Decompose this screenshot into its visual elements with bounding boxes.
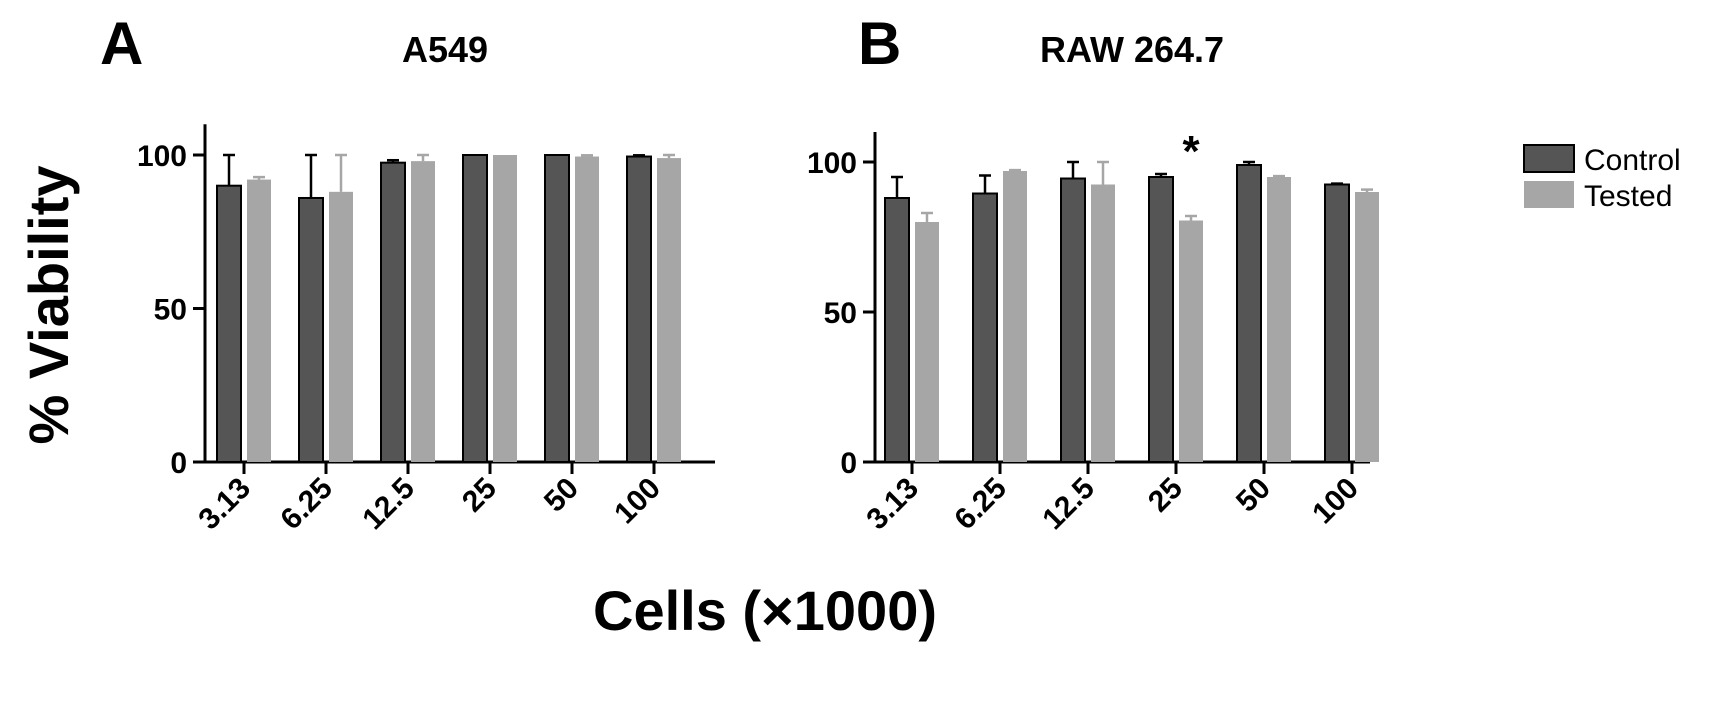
panel-a-y-tick-label: 50	[154, 294, 187, 327]
panel-a-bar-control	[626, 155, 652, 463]
legend-label-tested: Tested	[1584, 180, 1672, 213]
panel-a-bar-tested	[329, 191, 353, 462]
panel-a-x-tick-label: 3.13	[192, 472, 257, 537]
panel-b-bar-control	[972, 192, 998, 463]
legend-swatch-tested	[1524, 181, 1574, 208]
panel-a-y-tick-label: 100	[137, 140, 187, 173]
panel-a-bar-tested	[247, 179, 271, 462]
legend-label-control: Control	[1584, 144, 1681, 177]
panel-b-title: RAW 264.7	[1040, 29, 1224, 70]
panel-a-bar-tested	[575, 156, 599, 462]
panel-b-bar-control	[1060, 177, 1086, 463]
panel-a-plot: 0 50 100 3.13 6.25 12.5 25 50 100	[137, 124, 715, 536]
panel-a-bar-control	[380, 161, 406, 464]
panel-b-bar-control	[1148, 176, 1174, 463]
panel-a-title: A549	[402, 29, 488, 70]
panel-b-bar-tested	[1091, 184, 1115, 462]
panel-b-x-tick-label: 3.13	[860, 472, 925, 537]
panel-b-y-tick-label: 50	[824, 297, 857, 330]
panel-b-bar-tested	[1179, 220, 1203, 462]
panel-b-x-tick-label: 100	[1306, 472, 1365, 531]
panel-b-bar-tested	[1003, 171, 1027, 462]
panel-b-bar-tested	[915, 222, 939, 462]
panel-b-bar-control	[1324, 183, 1350, 463]
panel-a-bar-control	[544, 154, 570, 463]
panel-b-bar-tested	[1267, 177, 1291, 462]
panel-a-bar-control	[298, 196, 324, 463]
panel-b-y-tick-label: 0	[840, 447, 857, 480]
panel-b-letter: B	[858, 10, 901, 77]
panel-a-bar-tested	[493, 155, 517, 462]
panel-b-bar-tested	[1355, 192, 1379, 462]
panel-a-x-tick-label: 50	[538, 472, 585, 519]
panel-a-x-tick-label: 12.5	[356, 472, 421, 537]
panel-a-bar-control	[462, 154, 488, 463]
panel-a-bar-tested	[411, 161, 435, 462]
legend-swatch-control	[1523, 144, 1575, 173]
panel-b-x-tick-label: 50	[1230, 472, 1277, 519]
x-axis-label: Cells (×1000)	[593, 579, 937, 642]
panel-b-x-tick-label: 6.25	[948, 472, 1013, 537]
panel-a-x-tick-label: 100	[608, 472, 667, 531]
panel-b-bar-control	[884, 197, 910, 463]
panel-a-bar-control	[216, 184, 242, 463]
panel-a-bar-tested	[657, 158, 681, 462]
panel-b-x-tick-label: 25	[1142, 472, 1189, 519]
panel-a-x-tick-label: 6.25	[274, 472, 339, 537]
panel-b-y-tick-label: 100	[807, 147, 857, 180]
panel-a-letter: A	[100, 10, 143, 77]
panel-b-x-tick-label: 12.5	[1036, 472, 1101, 537]
panel-b-bar-control	[1236, 164, 1262, 463]
panel-b-significance-marker: *	[1182, 127, 1200, 176]
panel-b-plot: 0 50 100 3.13 6.25 12.5 25 50 100 *	[807, 127, 1379, 536]
panel-a-y-tick-label: 0	[170, 447, 187, 480]
panel-a-x-tick-label: 25	[456, 472, 503, 519]
y-axis-label: % Viability	[17, 165, 80, 444]
legend: Control Tested	[1523, 144, 1681, 213]
